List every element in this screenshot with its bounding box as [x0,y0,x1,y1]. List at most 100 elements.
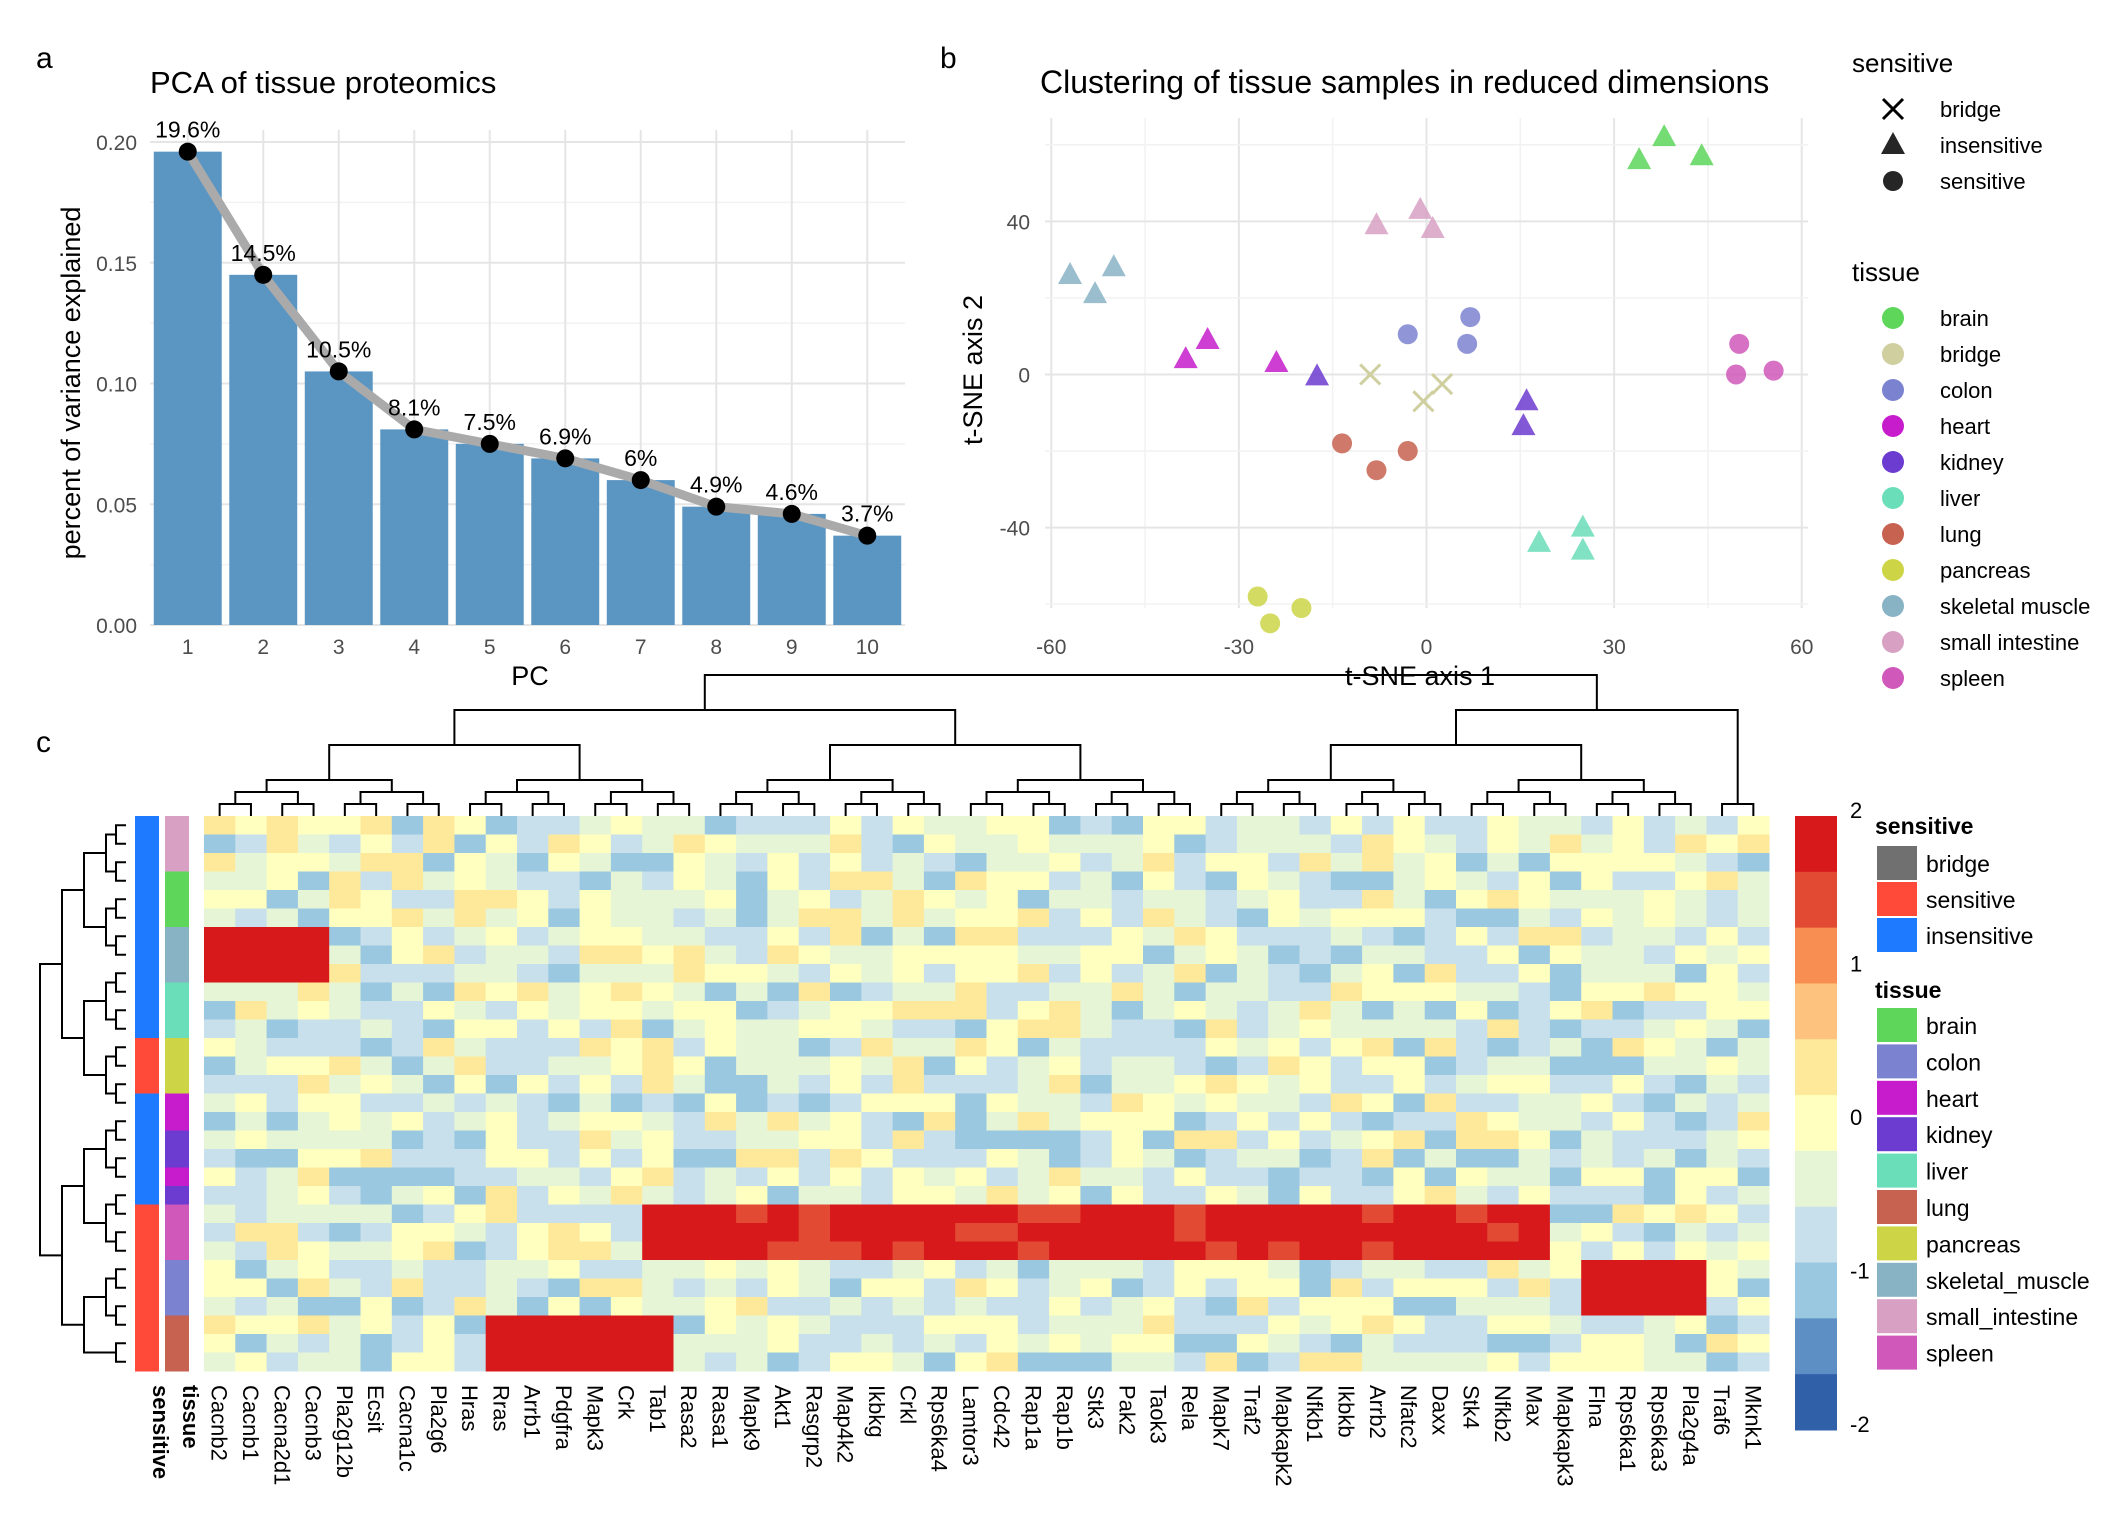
heatmap-cell [1362,1204,1394,1224]
heatmap-cell [297,1186,330,1205]
heatmap-cell [1049,871,1081,891]
heatmap-cell [1268,1093,1300,1113]
heatmap-cell [1393,945,1426,965]
color-legend-swatch [1882,559,1904,581]
heatmap-cell [1330,945,1363,965]
heatmap-cell [642,1019,674,1039]
tissue-legend-label: colon [1926,1049,1981,1075]
heatmap-cell [798,1241,831,1261]
heatmap-cell [360,871,393,891]
heatmap-cell [986,982,1019,1002]
tsne-x-tick-label: 30 [1602,636,1625,659]
heatmap-cell [1737,908,1770,928]
heatmap-cell [204,1186,236,1205]
heatmap-cell [1675,1241,1707,1261]
heatmap-cell [736,816,768,835]
heatmap-cell [767,1075,800,1094]
heatmap-cell [548,1167,581,1187]
sensitive-annotation-cell [135,964,159,983]
color-scale: 210-1-2 [1795,798,1870,1437]
heatmap-cell [1174,834,1207,854]
heatmap-cell [1393,927,1426,946]
heatmap-cell [1737,1260,1770,1279]
heatmap-cell [1456,1019,1488,1039]
heatmap-cell [1424,1223,1457,1242]
heatmap-cell [1299,1278,1332,1298]
heatmap-cell [1143,1019,1175,1039]
heatmap-cell [1581,1019,1613,1039]
heatmap-cell [1174,1167,1207,1187]
heatmap-cell [767,964,800,983]
heatmap-cell [548,1019,581,1039]
heatmap-cell [861,927,894,946]
heatmap-cell [642,927,674,946]
heatmap-cell [1174,871,1207,891]
heatmap-cell [1049,927,1081,946]
heatmap-cell [391,1352,424,1372]
heatmap-cell [923,908,956,928]
heatmap-cell [1487,1019,1520,1039]
pca-bar-chart: 19.6%14.5%10.5%8.1%7.5%6.9%6%4.9% 4.6%3.7… [56,65,905,691]
heatmap-cell [1174,1075,1207,1094]
heatmap-cell [798,908,831,928]
heatmap-cell [1706,1075,1739,1094]
pca-x-tick-label: 9 [786,636,798,659]
heatmap-cell [1299,1149,1332,1168]
heatmap-cell [297,1130,330,1150]
heatmap-cell [1330,927,1363,946]
heatmap-cell [1737,927,1770,946]
heatmap-cell [767,945,800,965]
heatmap-cell [1080,890,1113,909]
heatmap-cell [830,1056,862,1076]
tissue-legend-swatch [1877,1262,1917,1297]
heatmap-cell [1205,1038,1238,1057]
heatmap-cell [1080,1334,1113,1353]
tissue-annotation-cell [165,1204,189,1224]
heatmap-cell [1268,1149,1300,1168]
pca-bar [304,371,373,625]
heatmap-cell [1143,871,1175,891]
heatmap-cell [923,1001,956,1020]
pca-bar [606,480,675,625]
heatmap-cell [579,964,612,983]
sensitive-legend-label: bridge [1926,851,1990,877]
shape-legend-label: insensitive [1940,133,2043,158]
heatmap-cell [1487,1186,1520,1205]
heatmap-cell [1549,1241,1582,1261]
heatmap-cell [1393,1130,1426,1150]
heatmap-cell [1143,1204,1175,1224]
heatmap-cell [610,1130,643,1150]
heatmap-cell [892,1260,925,1279]
heatmap-cell [1424,816,1457,835]
heatmap-cell [1487,1223,1520,1242]
heatmap-cell [579,853,612,872]
heatmap-cell [1205,1112,1238,1131]
heatmap-cell [517,1149,549,1168]
heatmap-cell [1268,927,1300,946]
heatmap-cell [861,890,894,909]
column-label: Traf2 [1240,1385,1265,1436]
pca-value-label: 7.5% [464,409,516,435]
heatmap-cell [704,1334,737,1353]
heatmap-cell [1706,1186,1739,1205]
heatmap-cell [704,834,737,854]
pca-value-label: 8.1% [388,394,440,420]
heatmap-cell [642,816,674,835]
tissue-legend-label: brain [1926,1013,1977,1039]
heatmap-cell [673,1093,706,1113]
heatmap-cell [1330,908,1363,928]
pca-x-tick-label: 3 [333,636,345,659]
sensitive-legend-label: insensitive [1926,923,2033,949]
pca-cumulative-line [183,147,872,541]
heatmap-cell [266,1038,299,1057]
pca-bar [682,506,751,625]
heatmap-cell [610,927,643,946]
heatmap-cell [1675,853,1707,872]
heatmap-cell [610,1352,643,1372]
heatmap-cell [986,1315,1019,1335]
heatmap-cell [1143,945,1175,965]
heatmap-cell [1706,1056,1739,1076]
pca-value-label: 4.9% [690,472,742,498]
heatmap-cell [548,927,581,946]
heatmap-cell [1299,1297,1332,1316]
